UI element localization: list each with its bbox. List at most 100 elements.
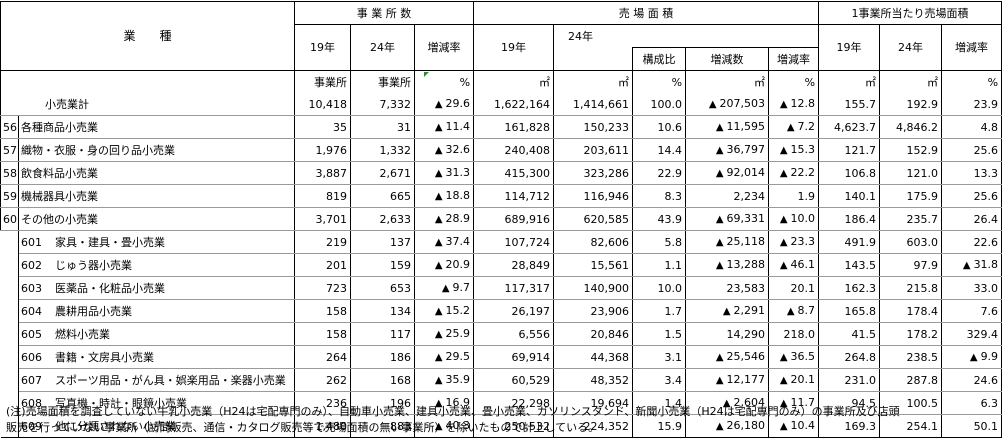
table-row: 56 各種商品小売業 35 31 ▲ 11.4 161,828 150,233 10.6 ▲ 11,… xyxy=(0,115,1003,139)
est19-cell-value: 262 xyxy=(326,373,348,387)
est-rate-cell: ▲ 37.4 xyxy=(414,230,475,254)
share-cell: 10.0 xyxy=(632,276,687,300)
est24-cell: 2,671 xyxy=(350,161,416,185)
est-rate-cell: ▲ 32.6 xyxy=(414,138,475,162)
area24-cell: 48,352 xyxy=(553,368,634,392)
table-row: 604 農耕用品小売業 158 134 ▲ 15.2 26,197 23,906 1.7 ▲ 2,2… xyxy=(0,299,1003,323)
est19-cell: 158 xyxy=(294,299,352,323)
est19-cell: 1,976 xyxy=(294,138,352,162)
share-cell-value: 22.9 xyxy=(657,166,683,180)
diff-cell: 2,234 xyxy=(685,184,770,208)
negative-triangle-icon: ▲ xyxy=(779,421,788,432)
per24-cell-value: 192.9 xyxy=(906,97,939,111)
share-cell: 1.5 xyxy=(632,322,687,346)
diff-cell: ▲ 13,288 xyxy=(685,253,770,277)
area19-cell-value: 26,197 xyxy=(511,304,551,318)
area-rate-cell: ▲ 7.2 xyxy=(768,115,820,139)
row-name: 606 書籍・文房具小売業 xyxy=(17,345,296,369)
diff-cell: 23,583 xyxy=(685,276,770,300)
est24-cell-value: 1,332 xyxy=(379,143,412,157)
est24-cell: 159 xyxy=(350,253,416,277)
est19-cell-value: 1,976 xyxy=(315,143,348,157)
row-name: 小売業計 xyxy=(0,93,296,116)
negative-triangle-icon: ▲ xyxy=(434,329,443,340)
est19-cell-value: 10,418 xyxy=(308,97,348,111)
row-indent xyxy=(0,345,19,369)
area24-cell-value: 82,606 xyxy=(590,235,630,249)
diff-cell: ▲ 12,177 xyxy=(685,368,770,392)
row-code: 608 xyxy=(21,396,42,410)
negative-triangle-icon: ▲ xyxy=(708,99,717,110)
row-indent xyxy=(0,253,19,277)
per24-cell: 178.2 xyxy=(879,322,943,346)
per19-cell: 162.3 xyxy=(818,276,881,300)
per-rate-cell: 329.4 xyxy=(941,322,1003,346)
area24-cell-value: 116,946 xyxy=(583,189,630,203)
table-row: 602 じゅう器小売業 201 159 ▲ 20.9 28,849 15,561 1.1 ▲ 13,… xyxy=(0,253,1003,277)
area24-cell: 15,561 xyxy=(553,253,634,277)
est-rate-cell-value: 15.2 xyxy=(445,304,471,317)
est-rate-cell: ▲ 29.6 xyxy=(414,93,475,116)
negative-triangle-icon: ▲ xyxy=(969,352,978,363)
area-rate-cell: ▲ 46.1 xyxy=(768,253,820,277)
area-rate-cell-value: 36.5 xyxy=(790,350,816,363)
est24-cell: 2,633 xyxy=(350,207,416,231)
per19-cell: 140.1 xyxy=(818,184,881,208)
per24-cell: 97.9 xyxy=(879,253,943,277)
row-name: 601 家具・建具・畳小売業 xyxy=(17,230,296,254)
area-rate-cell-value: 10.4 xyxy=(790,419,816,432)
est-rate-cell: ▲ 31.3 xyxy=(414,161,475,185)
negative-triangle-icon: ▲ xyxy=(715,260,724,271)
area19-cell: 60,529 xyxy=(473,368,555,392)
row-name: 607 スポーツ用品・がん具・娯楽用品・楽器小売業 xyxy=(17,368,296,392)
row-name-label: 写真機・時計・眼鏡小売業 xyxy=(55,396,187,410)
row-name: 604 農耕用品小売業 xyxy=(17,299,296,323)
area24-cell: 44,368 xyxy=(553,345,634,369)
per24-cell-value: 175.9 xyxy=(906,189,939,203)
area-rate-cell: 218.0 xyxy=(768,322,820,346)
est-rate-cell-value: 20.9 xyxy=(445,258,471,271)
negative-triangle-icon: ▲ xyxy=(722,398,731,409)
per24-cell-value: 152.9 xyxy=(906,143,939,157)
share-cell: 100.0 xyxy=(632,93,687,116)
per24-cell-value: 121.0 xyxy=(906,166,939,180)
est24-cell-value: 168 xyxy=(390,373,412,387)
est-rate-cell: ▲ 15.2 xyxy=(414,299,475,323)
est24-cell-value: 117 xyxy=(390,327,412,341)
area19-cell: 69,914 xyxy=(473,345,555,369)
per24-cell-value: 238.5 xyxy=(906,350,939,364)
share-cell-value: 3.4 xyxy=(664,373,683,387)
diff-cell: ▲ 2,604 xyxy=(685,391,770,415)
area19-cell-value: 240,408 xyxy=(504,143,551,157)
area-rate-cell-value: 15.3 xyxy=(790,143,816,156)
row-indent xyxy=(0,276,19,300)
est-rate-cell-value: 35.9 xyxy=(445,373,471,386)
area24-cell-value: 1,414,661 xyxy=(573,97,630,111)
est-rate-cell: ▲ 9.7 xyxy=(414,276,475,300)
negative-triangle-icon: ▲ xyxy=(779,398,788,409)
est19-cell: 201 xyxy=(294,253,352,277)
establishments-header: 事 業 所 数 xyxy=(294,1,475,25)
area24-cell: 116,946 xyxy=(553,184,634,208)
area19-cell: 28,849 xyxy=(473,253,555,277)
per-rate-cell: 50.1 xyxy=(941,414,1003,438)
est19-cell: 264 xyxy=(294,345,352,369)
row-name-label: 農耕用品小売業 xyxy=(55,304,132,318)
per24-cell: 215.8 xyxy=(879,276,943,300)
est-rate-cell: ▲ 16.9 xyxy=(414,391,475,415)
est-rate-cell-value: 9.7 xyxy=(452,281,471,294)
row-indent xyxy=(0,230,19,254)
per19-cell: 155.7 xyxy=(818,93,881,116)
est24-cell: 31 xyxy=(350,115,416,139)
share-cell-value: 3.1 xyxy=(664,350,683,364)
unit-est24: 事業所 xyxy=(350,70,416,93)
est19-cell-value: 723 xyxy=(326,281,348,295)
header-row-1: 業 種 事 業 所 数 売 場 面 積 1事業所当たり売場面積 xyxy=(0,1,1003,71)
est-rate-cell-value: 32.6 xyxy=(445,143,471,156)
share-cell-value: 5.8 xyxy=(664,235,683,249)
per19-cell-value: 140.1 xyxy=(844,189,877,203)
share-cell-value: 1.1 xyxy=(664,258,683,272)
per-rate-cell: ▲ 31.8 xyxy=(941,253,1003,277)
negative-triangle-icon: ▲ xyxy=(434,145,443,156)
negative-triangle-icon: ▲ xyxy=(779,237,788,248)
